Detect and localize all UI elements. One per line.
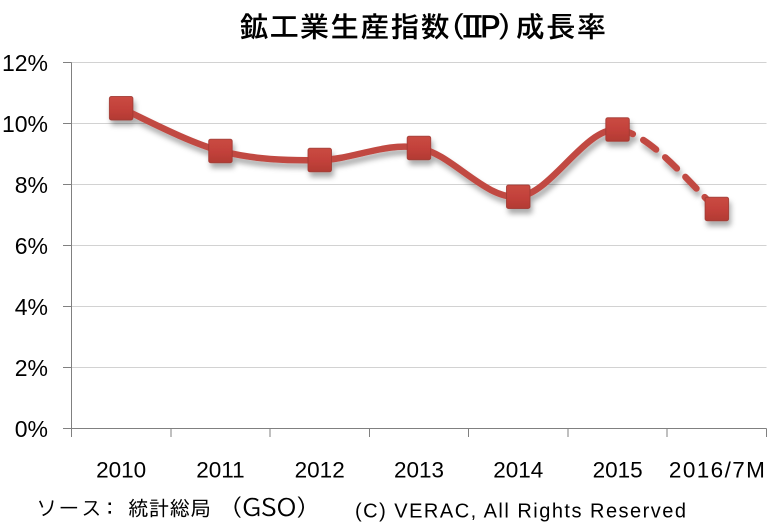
svg-text:2011: 2011 <box>196 458 244 483</box>
svg-text:0%: 0% <box>15 416 48 442</box>
svg-text:2010: 2010 <box>96 458 146 483</box>
svg-text:(C) VERAC, All Rights Reserved: (C) VERAC, All Rights Reserved <box>355 501 686 523</box>
svg-text:2015: 2015 <box>593 458 643 483</box>
svg-text:6%: 6% <box>15 233 48 259</box>
svg-text:2014: 2014 <box>493 458 543 483</box>
svg-text:12%: 12% <box>2 50 48 76</box>
svg-text:2012: 2012 <box>295 458 345 483</box>
svg-text:2013: 2013 <box>394 458 444 483</box>
svg-text:8%: 8% <box>15 172 48 198</box>
svg-text:4%: 4% <box>15 294 48 320</box>
svg-text:2016/7M: 2016/7M <box>669 458 765 483</box>
svg-text:2%: 2% <box>15 355 48 381</box>
svg-text:10%: 10% <box>2 111 48 137</box>
